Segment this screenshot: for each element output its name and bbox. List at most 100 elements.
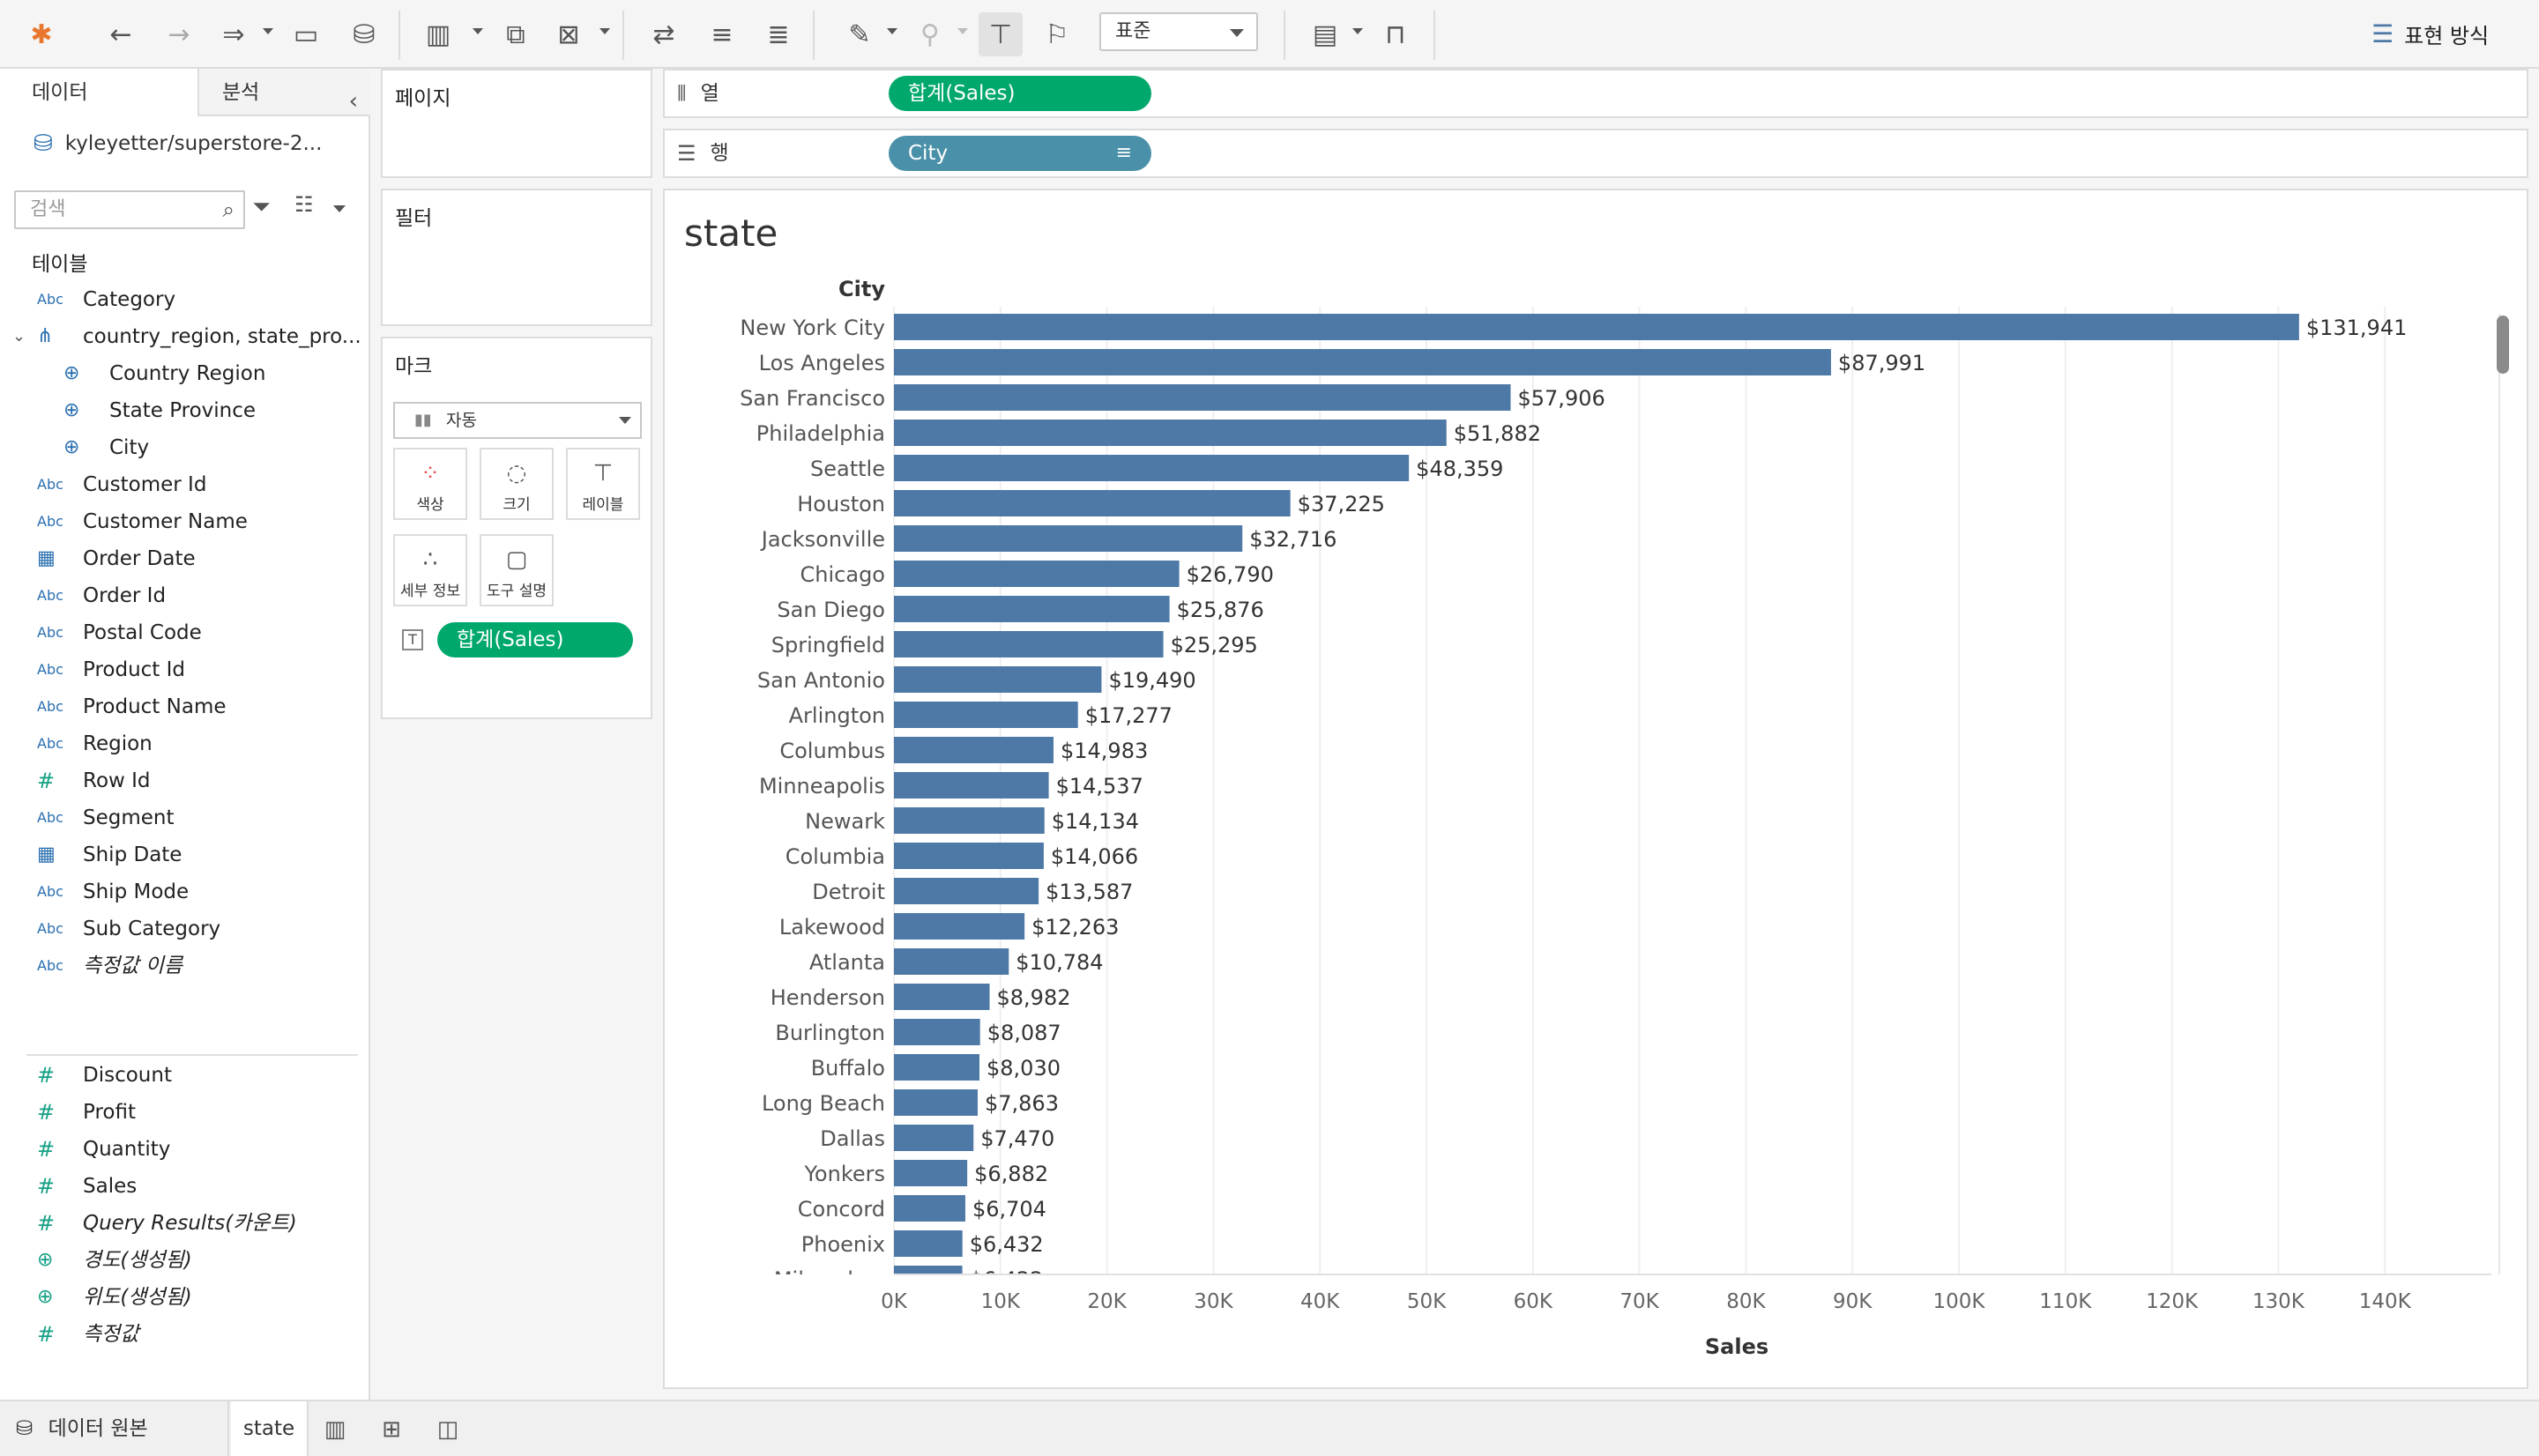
clear-sheet-icon[interactable]: ⊠ xyxy=(557,19,580,50)
replay-icon[interactable]: ⇒ xyxy=(222,19,245,50)
rows-city-pill[interactable]: City ≡ xyxy=(889,136,1151,171)
search-input[interactable]: 검색 ⌕ xyxy=(14,190,245,229)
pages-shelf[interactable]: 페이지 xyxy=(381,69,652,178)
measure-field[interactable]: # Profit xyxy=(0,1095,370,1130)
replay-dropdown-icon[interactable] xyxy=(263,28,273,34)
bar[interactable] xyxy=(894,737,1054,763)
new-worksheet-tab-icon[interactable]: ▥ xyxy=(324,1416,346,1443)
new-dashboard-tab-icon[interactable]: ⊞ xyxy=(382,1416,401,1443)
dimension-field[interactable]: Abc Sub Category xyxy=(0,911,370,947)
dimension-field[interactable]: Abc Ship Mode xyxy=(0,874,370,910)
bar[interactable] xyxy=(894,666,1102,693)
filter-icon[interactable]: ⏷ xyxy=(252,194,271,220)
bar[interactable] xyxy=(894,1125,974,1151)
measure-field[interactable]: # Query Results(카운트) xyxy=(0,1206,370,1241)
view-dropdown-icon[interactable] xyxy=(333,205,346,212)
group-dropdown-icon[interactable] xyxy=(957,28,968,34)
bar[interactable] xyxy=(894,596,1170,622)
highlight-dropdown-icon[interactable] xyxy=(887,28,897,34)
measure-field[interactable]: ⊕ 위도(생성됨) xyxy=(0,1280,370,1315)
show-mark-labels-icon[interactable]: ⊤ xyxy=(979,12,1023,56)
tab-analysis[interactable]: 분석 ‹ xyxy=(197,69,370,116)
bar[interactable] xyxy=(894,807,1045,834)
highlight-icon[interactable]: ✎ xyxy=(848,19,871,50)
mark-type-select[interactable]: ▮▮ 자동 xyxy=(393,402,642,439)
chevron-down-icon[interactable]: ⌄ xyxy=(12,327,26,345)
show-me-button[interactable]: ☰ 표현 방식 xyxy=(2371,18,2489,49)
measure-field[interactable]: # Discount xyxy=(0,1058,370,1093)
dimension-field[interactable]: ▦ Ship Date xyxy=(0,837,370,873)
bar[interactable] xyxy=(894,948,1009,975)
redo-icon[interactable]: → xyxy=(168,19,190,50)
marks-sales-pill[interactable]: 합계(Sales) xyxy=(437,622,633,657)
duplicate-sheet-icon[interactable]: ⧉ xyxy=(506,19,525,50)
swap-rows-columns-icon[interactable]: ⇄ xyxy=(652,19,675,50)
bar[interactable] xyxy=(894,1089,978,1116)
dimension-field[interactable]: Abc Product Name xyxy=(0,689,370,724)
dimension-field[interactable]: ⌄ ⋔ country_region, state_pro... xyxy=(0,319,370,354)
view-list-icon[interactable]: ☷ xyxy=(294,192,314,217)
bar[interactable] xyxy=(894,878,1039,904)
dimension-field[interactable]: ⊕ State Province xyxy=(0,393,370,428)
bar[interactable] xyxy=(894,349,1831,375)
bar[interactable] xyxy=(894,843,1044,869)
bar[interactable] xyxy=(894,1195,965,1222)
dimension-field[interactable]: ⊕ Country Region xyxy=(0,356,370,391)
chevron-left-icon[interactable]: ‹ xyxy=(348,88,358,115)
sheet-tab-state[interactable]: state xyxy=(231,1401,309,1456)
dimension-field[interactable]: ▦ Order Date xyxy=(0,541,370,576)
bar[interactable] xyxy=(894,420,1447,446)
group-members-icon[interactable]: ⚲ xyxy=(920,19,940,50)
new-story-tab-icon[interactable]: ◫ xyxy=(436,1416,459,1443)
sort-descending-icon[interactable]: ≣ xyxy=(767,19,790,50)
measure-field[interactable]: ⊕ 경도(생성됨) xyxy=(0,1243,370,1278)
dimension-field[interactable]: # Row Id xyxy=(0,763,370,799)
fit-select[interactable]: 표준 xyxy=(1099,12,1258,51)
bar[interactable] xyxy=(894,1230,963,1257)
dimension-field[interactable]: ⊕ City xyxy=(0,430,370,465)
dimension-field[interactable]: Abc Customer Name xyxy=(0,504,370,539)
bar[interactable] xyxy=(894,1266,963,1292)
tableau-logo-icon[interactable]: ✱ xyxy=(30,19,53,50)
datasource-tab[interactable]: ⛁ 데이터 원본 xyxy=(0,1401,229,1456)
bar[interactable] xyxy=(894,455,1410,481)
bar[interactable] xyxy=(894,702,1078,728)
save-icon[interactable]: ▭ xyxy=(293,19,319,50)
bar[interactable] xyxy=(894,1160,968,1186)
measure-field[interactable]: # Sales xyxy=(0,1169,370,1204)
scrollbar-thumb[interactable] xyxy=(2497,316,2509,374)
columns-shelf[interactable]: ⦀ 열 합계(Sales) xyxy=(663,69,2528,118)
undo-icon[interactable]: ← xyxy=(109,19,132,50)
detail-button[interactable]: ∴ 세부 정보 xyxy=(393,534,467,606)
bar[interactable] xyxy=(894,631,1164,657)
rows-shelf[interactable]: ☰ 행 City ≡ xyxy=(663,129,2528,178)
bar[interactable] xyxy=(894,384,1511,411)
filters-shelf[interactable]: 필터 xyxy=(381,189,652,326)
sort-ascending-icon[interactable]: ≡ xyxy=(711,19,733,50)
dimension-field[interactable]: Abc Segment xyxy=(0,800,370,836)
dimension-field[interactable]: Abc 측정값 이름 xyxy=(0,948,370,984)
bar[interactable] xyxy=(894,984,990,1010)
dimension-field[interactable]: Abc Postal Code xyxy=(0,615,370,650)
tab-data[interactable]: 데이터 xyxy=(0,69,197,116)
columns-sales-pill[interactable]: 합계(Sales) xyxy=(889,76,1151,111)
tooltip-button[interactable]: ▢ 도구 설명 xyxy=(480,534,554,606)
bar[interactable] xyxy=(894,772,1049,799)
dimension-field[interactable]: Abc Order Id xyxy=(0,578,370,613)
bar[interactable] xyxy=(894,1019,980,1045)
dimension-field[interactable]: Abc Category xyxy=(0,282,370,317)
show-cards-icon[interactable]: ▤ xyxy=(1312,19,1338,50)
measure-field[interactable]: # Quantity xyxy=(0,1132,370,1167)
dimension-field[interactable]: Abc Product Id xyxy=(0,652,370,687)
new-datasource-icon[interactable]: ⛁ xyxy=(353,19,376,50)
bar[interactable] xyxy=(894,525,1243,552)
measure-field[interactable]: # 측정값 xyxy=(0,1317,370,1352)
new-worksheet-dropdown-icon[interactable] xyxy=(473,28,483,34)
bar[interactable] xyxy=(894,1054,980,1081)
show-cards-dropdown-icon[interactable] xyxy=(1352,28,1363,34)
dimension-field[interactable]: Abc Region xyxy=(0,726,370,761)
fix-axes-icon[interactable]: ⚐ xyxy=(1045,19,1069,50)
bar[interactable] xyxy=(894,490,1291,516)
clear-sheet-dropdown-icon[interactable] xyxy=(599,28,610,34)
datasource-item[interactable]: ⛁ kyleyetter/superstore-2... xyxy=(34,130,322,157)
